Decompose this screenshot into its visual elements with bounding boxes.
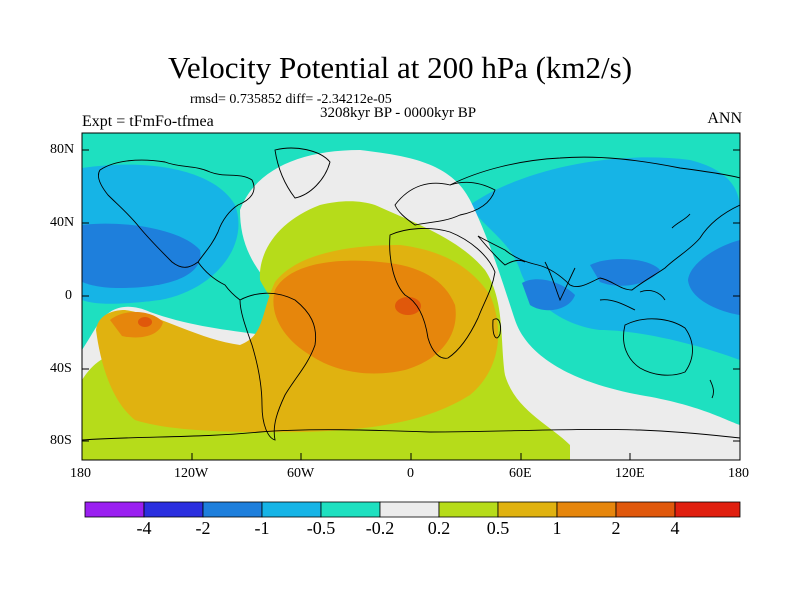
season-label: ANN [707,110,742,127]
colorbar [84,501,741,518]
colorbar-bin [143,501,204,518]
velocity-potential-field [82,133,740,460]
lon-label: 120W [174,466,209,481]
lon-label: 0 [407,466,414,481]
colorbar-label: 0.2 [427,518,451,538]
lat-label: 40N [50,215,75,230]
lat-label: 40S [50,361,72,376]
colorbar-label: 1 [552,518,562,538]
colorbar-label: 4 [670,518,680,538]
colorbar-label: -0.5 [306,518,336,538]
colorbar-label: -2 [195,518,211,538]
lon-label: 60E [509,466,532,481]
colorbar-bin [202,501,263,518]
lat-label: 80S [50,433,72,448]
coastlines [82,147,740,441]
longitude-tick-marks [81,453,741,460]
colorbar-label: -1 [254,518,270,538]
colorbar-bin [84,501,145,518]
latitude-tick-marks [82,149,740,442]
colorbar-bin [497,501,558,518]
lat-label: 0 [65,288,72,303]
colorbar-bin [615,501,676,518]
colorbar-bin [320,501,381,518]
colorbar-label: 0.5 [486,518,510,538]
experiment-label: Expt = tFmFo-tfmea [82,113,214,130]
lon-label: 120E [615,466,645,481]
lon-label: 180 [70,466,91,481]
colorbar-bin [261,501,322,518]
colorbar-bin [556,501,617,518]
colorbar-bin [674,501,741,518]
colorbar-bin [438,501,499,518]
colorbar-label: -0.2 [365,518,395,538]
colorbar-label: -4 [136,518,152,538]
period-line: 3208kyr BP - 0000kyr BP [320,105,477,121]
lat-label: 80N [50,142,75,157]
lon-label: 60W [287,466,315,481]
map-title: Velocity Potential at 200 hPa (km2/s) [167,50,633,85]
colorbar-label: 2 [611,518,621,538]
lon-label: 180 [728,466,749,481]
stats-line: rmsd= 0.735852 diff= -2.34212e-05 [190,92,392,107]
colorbar-bin [379,501,440,518]
